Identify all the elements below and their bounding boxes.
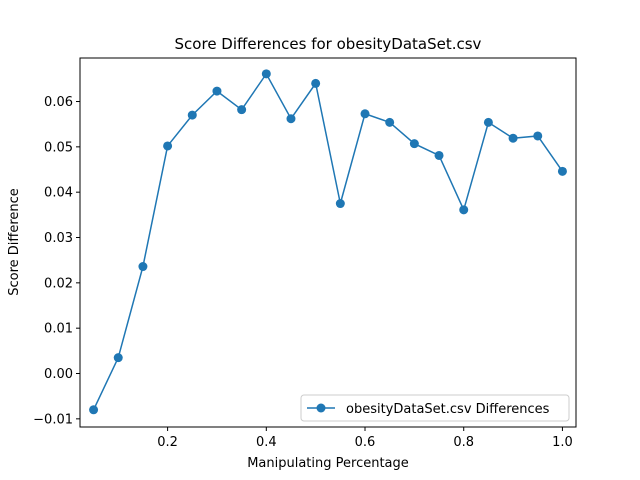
series-line: [92, 72, 564, 411]
data-point: [409, 139, 419, 149]
data-point: [187, 110, 197, 120]
data-point: [237, 105, 247, 115]
data-point: [434, 150, 444, 160]
data-point: [261, 69, 271, 79]
x-axis-label: Manipulating Percentage: [247, 456, 409, 471]
x-axis: 0.2 0.4 0.6 0.8 1.0: [157, 427, 573, 450]
y-tick-label: 0.06: [44, 95, 73, 110]
series-layer: [89, 69, 567, 415]
data-point: [335, 199, 345, 209]
y-tick-label: 0.05: [44, 140, 73, 155]
legend-box: [300, 394, 570, 422]
data-point: [483, 117, 493, 127]
x-tick-label: 0.2: [157, 435, 178, 450]
data-point: [459, 205, 469, 215]
legend: obesityDataSet.csv Differences: [300, 394, 570, 422]
y-tick-label: 0.03: [44, 231, 73, 246]
data-point: [113, 353, 123, 363]
axes-frame: [79, 57, 577, 428]
data-point: [212, 86, 222, 96]
data-point: [311, 78, 321, 88]
data-point: [163, 141, 173, 151]
data-point: [360, 109, 370, 119]
legend-marker-swatch: [316, 403, 326, 413]
data-point: [557, 166, 567, 176]
data-point: [508, 133, 518, 143]
y-axis: −0.01 0.00 0.01 0.02 0.03 0.04 0.05 0.06: [33, 95, 80, 427]
y-tick-label: 0.00: [44, 367, 73, 382]
data-point: [89, 405, 99, 415]
legend-entry-label: obesityDataSet.csv Differences: [346, 402, 550, 417]
y-tick-label: 0.04: [44, 186, 73, 201]
data-point: [385, 117, 395, 127]
chart-title: Score Differences for obesityDataSet.csv: [175, 35, 482, 53]
x-tick-label: 0.6: [355, 435, 376, 450]
data-point: [286, 114, 296, 124]
x-tick-label: 0.4: [256, 435, 277, 450]
y-axis-label: Score Difference: [7, 188, 22, 296]
data-point: [138, 262, 148, 272]
data-point: [533, 131, 543, 141]
x-tick-label: 1.0: [552, 435, 573, 450]
y-tick-label: −0.01: [33, 412, 73, 427]
x-tick-label: 0.8: [453, 435, 474, 450]
y-tick-label: 0.01: [44, 322, 73, 337]
y-tick-label: 0.02: [44, 276, 73, 291]
